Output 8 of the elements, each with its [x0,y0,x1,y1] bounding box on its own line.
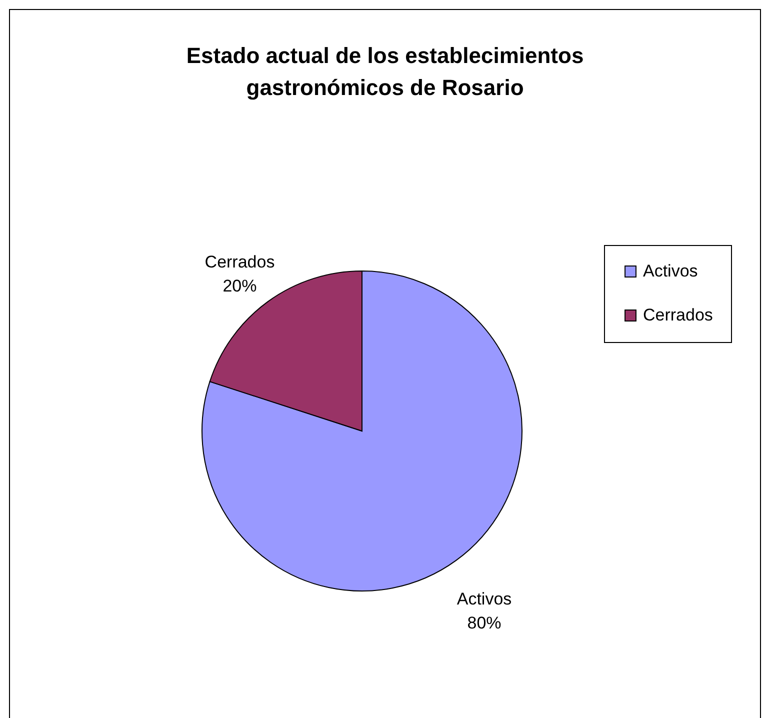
data-label: 20% [222,276,257,296]
legend-label: Cerrados [643,306,713,324]
data-label: 80% [467,613,502,632]
slice-label: Cerrados [204,252,275,272]
legend-label: Activos [643,262,698,280]
chart-title: Estado actual de los establecimientos gastronómicos de Rosario [186,43,584,100]
pie-slice [202,270,522,592]
slice-label: Activos [456,589,512,608]
